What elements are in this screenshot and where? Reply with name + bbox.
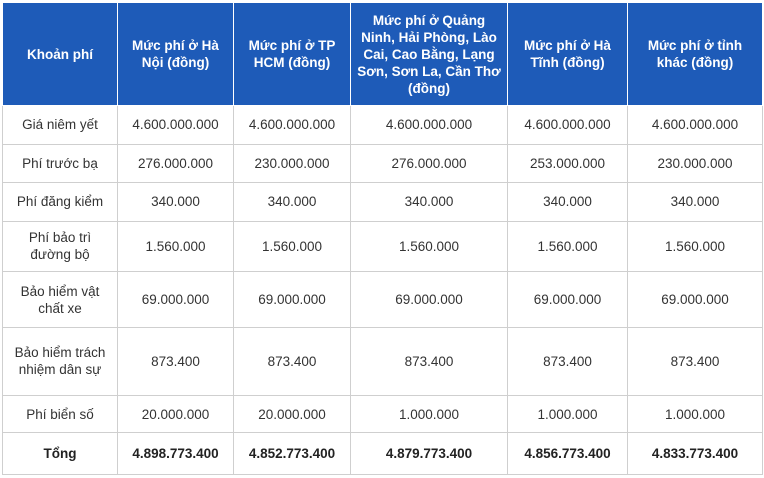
cell-value: 873.400 bbox=[507, 326, 628, 396]
table-row: Bảo hiểm trách nhiệm dân sự 873.400 873.… bbox=[2, 326, 763, 396]
total-value: 4.898.773.400 bbox=[117, 432, 234, 475]
header-other-provinces: Mức phí ở tỉnh khác (đồng) bbox=[627, 2, 763, 106]
row-label: Phí đăng kiểm bbox=[2, 182, 118, 222]
cell-value: 1.000.000 bbox=[350, 394, 508, 434]
cell-value: 276.000.000 bbox=[117, 143, 234, 184]
cell-value: 340.000 bbox=[507, 182, 628, 222]
header-hcm: Mức phí ở TP HCM (đồng) bbox=[233, 2, 351, 106]
cell-value: 20.000.000 bbox=[233, 394, 351, 434]
cell-value: 1.560.000 bbox=[233, 220, 351, 273]
total-value: 4.879.773.400 bbox=[350, 432, 508, 475]
cell-value: 69.000.000 bbox=[627, 271, 763, 328]
table-row: Phí biển số 20.000.000 20.000.000 1.000.… bbox=[2, 394, 763, 434]
cell-value: 69.000.000 bbox=[233, 271, 351, 328]
cell-value: 340.000 bbox=[233, 182, 351, 222]
header-provinces-group: Mức phí ở Quảng Ninh, Hải Phòng, Lào Cai… bbox=[350, 2, 508, 106]
cell-value: 340.000 bbox=[350, 182, 508, 222]
total-value: 4.833.773.400 bbox=[627, 432, 763, 475]
cell-value: 69.000.000 bbox=[117, 271, 234, 328]
cell-value: 873.400 bbox=[233, 326, 351, 396]
row-label: Bảo hiểm trách nhiệm dân sự bbox=[2, 326, 118, 396]
table-row: Phí bảo trì đường bộ 1.560.000 1.560.000… bbox=[2, 220, 763, 273]
cell-value: 1.560.000 bbox=[350, 220, 508, 273]
table-row: Giá niêm yết 4.600.000.000 4.600.000.000… bbox=[2, 105, 763, 145]
cell-value: 4.600.000.000 bbox=[233, 105, 351, 145]
cell-value: 4.600.000.000 bbox=[627, 105, 763, 145]
total-value: 4.856.773.400 bbox=[507, 432, 628, 475]
row-label: Giá niêm yết bbox=[2, 105, 118, 145]
cell-value: 276.000.000 bbox=[350, 143, 508, 184]
header-row: Khoản phí Mức phí ở Hà Nội (đồng) Mức ph… bbox=[2, 2, 763, 106]
cell-value: 69.000.000 bbox=[507, 271, 628, 328]
row-label: Phí trước bạ bbox=[2, 143, 118, 184]
header-fee-item: Khoản phí bbox=[2, 2, 118, 106]
cell-value: 4.600.000.000 bbox=[507, 105, 628, 145]
table-row: Phí đăng kiểm 340.000 340.000 340.000 34… bbox=[2, 182, 763, 222]
row-label: Bảo hiểm vật chất xe bbox=[2, 271, 118, 328]
cell-value: 1.560.000 bbox=[507, 220, 628, 273]
cell-value: 340.000 bbox=[117, 182, 234, 222]
cell-value: 69.000.000 bbox=[350, 271, 508, 328]
cell-value: 20.000.000 bbox=[117, 394, 234, 434]
total-value: 4.852.773.400 bbox=[233, 432, 351, 475]
cell-value: 253.000.000 bbox=[507, 143, 628, 184]
total-row: Tổng 4.898.773.400 4.852.773.400 4.879.7… bbox=[2, 432, 763, 475]
cell-value: 1.560.000 bbox=[627, 220, 763, 273]
header-hanoi: Mức phí ở Hà Nội (đồng) bbox=[117, 2, 234, 106]
cell-value: 1.000.000 bbox=[627, 394, 763, 434]
table-row: Phí trước bạ 276.000.000 230.000.000 276… bbox=[2, 143, 763, 184]
cell-value: 1.000.000 bbox=[507, 394, 628, 434]
row-label: Phí bảo trì đường bộ bbox=[2, 220, 118, 273]
row-label: Tổng bbox=[2, 432, 118, 475]
table-row: Bảo hiểm vật chất xe 69.000.000 69.000.0… bbox=[2, 271, 763, 328]
header-ha-tinh: Mức phí ở Hà Tĩnh (đồng) bbox=[507, 2, 628, 106]
cell-value: 230.000.000 bbox=[627, 143, 763, 184]
cell-value: 230.000.000 bbox=[233, 143, 351, 184]
cell-value: 4.600.000.000 bbox=[117, 105, 234, 145]
cell-value: 4.600.000.000 bbox=[350, 105, 508, 145]
cell-value: 340.000 bbox=[627, 182, 763, 222]
cell-value: 873.400 bbox=[627, 326, 763, 396]
cell-value: 1.560.000 bbox=[117, 220, 234, 273]
cell-value: 873.400 bbox=[350, 326, 508, 396]
cell-value: 873.400 bbox=[117, 326, 234, 396]
row-label: Phí biển số bbox=[2, 394, 118, 434]
